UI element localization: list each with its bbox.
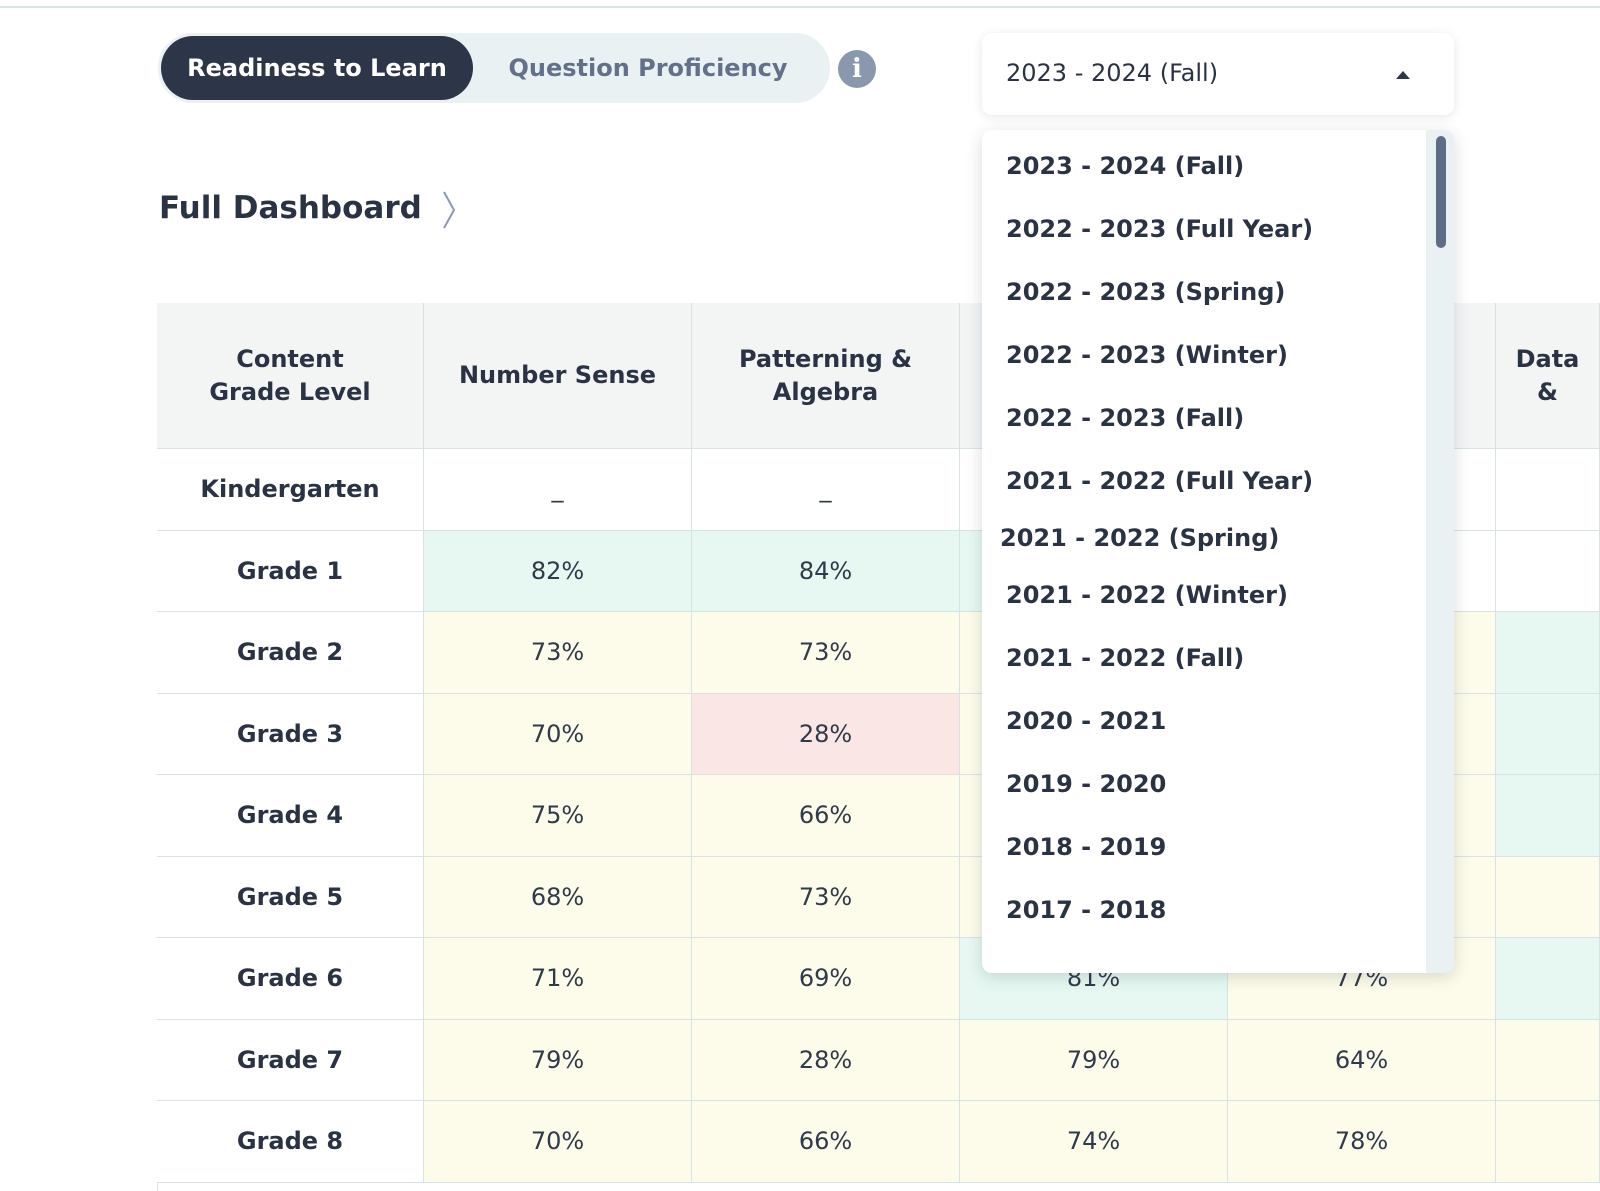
scrollbar[interactable] — [1426, 130, 1454, 973]
table-cell — [1496, 1101, 1600, 1183]
term-dropdown-menu: 2017 - 2018 2018 - 2019 2019 - 2020 2020 - … — [982, 130, 1454, 973]
term-option[interactable]: 2019 - 2020 — [1006, 770, 1167, 798]
table-cell: 79% — [424, 1019, 692, 1101]
term-option[interactable]: 2021 - 2022 (Winter) — [1006, 581, 1288, 609]
table-cell: 68% — [424, 856, 692, 938]
column-header: Content Grade Level — [157, 303, 424, 449]
table-cell — [1496, 530, 1600, 612]
table-cell: 28% — [692, 1019, 960, 1101]
table-cell: 71% — [424, 938, 692, 1020]
row-label: Grade 7 — [157, 1019, 424, 1101]
caret-up-icon — [1396, 71, 1410, 79]
table-cell: 73% — [692, 856, 960, 938]
table-cell — [1496, 449, 1600, 531]
row-label: Grade 3 — [157, 693, 424, 775]
row-label: Grade 1 — [157, 530, 424, 612]
row-label: Grade 5 — [157, 856, 424, 938]
table-cell — [1496, 693, 1600, 775]
table-cell: 66% — [692, 1101, 960, 1183]
page-title: Full Dashboard — [159, 190, 422, 226]
term-option[interactable]: 2022 - 2023 (Fall) — [1006, 404, 1245, 432]
table-cell: _ — [424, 449, 692, 531]
table-cell: 66% — [692, 775, 960, 857]
info-icon[interactable]: i — [838, 50, 876, 88]
chevron-right-icon[interactable] — [440, 188, 462, 232]
row-label: Grade 4 — [157, 775, 424, 857]
table-cell — [1496, 1019, 1600, 1101]
term-option[interactable]: 2018 - 2019 — [1006, 833, 1167, 861]
table-cell: 82% — [424, 530, 692, 612]
column-header: Data & — [1496, 303, 1600, 449]
table-cell — [1496, 612, 1600, 694]
top-divider — [0, 6, 1600, 8]
term-option[interactable]: 2017 - 2018 — [1006, 896, 1167, 924]
row-label: Grade 8 — [157, 1101, 424, 1183]
scrollbar-thumb[interactable] — [1436, 136, 1446, 248]
term-option[interactable]: 2022 - 2023 (Full Year) — [1006, 215, 1314, 243]
term-option[interactable]: 2022 - 2023 (Spring) — [1006, 278, 1286, 306]
row-label: Grade 2 — [157, 612, 424, 694]
table-cell: 74% — [960, 1101, 1228, 1183]
row-label: Kindergarten — [157, 449, 424, 531]
table-cell: 73% — [692, 612, 960, 694]
term-option[interactable]: 2023 - 2024 (Fall) — [1006, 152, 1245, 180]
table-cell: 73% — [424, 612, 692, 694]
column-header: Patterning & Algebra — [692, 303, 960, 449]
table-cell: 28% — [692, 693, 960, 775]
row-label: Grade 6 — [157, 938, 424, 1020]
term-option[interactable]: 2020 - 2021 — [1006, 707, 1167, 735]
term-option[interactable]: 2022 - 2023 (Winter) — [1006, 341, 1288, 369]
table-cell: 84% — [692, 530, 960, 612]
table-cell: 69% — [692, 938, 960, 1020]
table-cell — [1496, 856, 1600, 938]
table-cell: 78% — [1228, 1101, 1496, 1183]
view-toggle: Readiness to Learn Question Proficiency — [158, 33, 830, 103]
term-option[interactable]: 2021 - 2022 (Full Year) — [1006, 467, 1314, 495]
table-cell: 79% — [960, 1019, 1228, 1101]
column-header: Number Sense — [424, 303, 692, 449]
readiness-to-learn-tab[interactable]: Readiness to Learn — [161, 36, 473, 100]
table-cell — [1496, 938, 1600, 1020]
table-cell — [1496, 775, 1600, 857]
table-cell: _ — [692, 449, 960, 531]
term-option[interactable]: 2021 - 2022 (Fall) — [1006, 644, 1245, 672]
table-cell: 70% — [424, 693, 692, 775]
table-cell: 64% — [1228, 1019, 1496, 1101]
term-select[interactable]: 2023 - 2024 (Fall) — [982, 33, 1454, 115]
question-proficiency-tab[interactable]: Question Proficiency — [508, 54, 788, 82]
table-cell: 75% — [424, 775, 692, 857]
table-cell: 70% — [424, 1101, 692, 1183]
term-option[interactable]: 2021 - 2022 (Spring) — [1000, 524, 1280, 552]
term-select-value: 2023 - 2024 (Fall) — [1006, 59, 1219, 87]
